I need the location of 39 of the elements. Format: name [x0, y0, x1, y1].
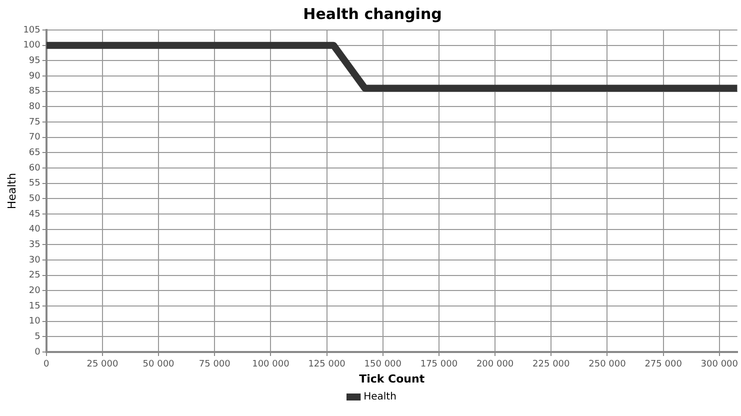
- y-tick-label: 5: [34, 332, 40, 342]
- x-tick-label: 250 000: [588, 360, 626, 370]
- y-tick-label: 75: [28, 117, 40, 128]
- x-tick-label: 50 000: [142, 360, 175, 370]
- y-tick-label: 90: [28, 71, 41, 82]
- x-tick-label: 150 000: [364, 360, 402, 370]
- y-tick-label: 85: [28, 86, 40, 97]
- y-tick-label: 40: [28, 224, 41, 235]
- x-tick-label: 275 000: [644, 360, 682, 370]
- y-tick-label: 30: [28, 255, 41, 266]
- y-tick-label: 65: [28, 148, 40, 158]
- y-tick-label: 60: [28, 163, 41, 174]
- y-tick-label: 100: [23, 40, 41, 51]
- x-tick-label: 25 000: [86, 360, 118, 370]
- y-tick-label: 105: [23, 25, 40, 36]
- x-tick-label: 300 000: [700, 360, 738, 370]
- y-tick-label: 35: [28, 240, 40, 250]
- y-tick-label: 20: [28, 286, 41, 296]
- y-tick-label: 50: [28, 194, 41, 204]
- y-tick-label: 45: [28, 209, 40, 220]
- y-tick-label: 0: [34, 347, 41, 358]
- x-axis-title: Tick Count: [359, 372, 425, 386]
- y-axis-title: Health: [5, 172, 18, 210]
- x-tick-label: 0: [44, 360, 50, 370]
- x-tick-label: 125 000: [308, 360, 346, 370]
- chart-title: Health changing: [303, 4, 442, 23]
- x-tick-label: 200 000: [476, 360, 514, 370]
- x-tick-label: 75 000: [198, 360, 231, 370]
- y-tick-label: 15: [28, 301, 40, 312]
- x-tick-label: 225 000: [532, 360, 570, 370]
- y-tick-label: 10: [28, 316, 41, 327]
- x-tick-label: 100 000: [252, 360, 290, 370]
- x-tick-label: 175 000: [420, 360, 458, 370]
- y-tick-label: 55: [28, 178, 40, 189]
- y-tick-label: 80: [28, 102, 41, 112]
- y-tick-label: 95: [28, 56, 40, 66]
- y-tick-label: 25: [28, 270, 40, 281]
- legend-label: Health: [364, 392, 396, 403]
- y-tick-label: 70: [28, 132, 41, 143]
